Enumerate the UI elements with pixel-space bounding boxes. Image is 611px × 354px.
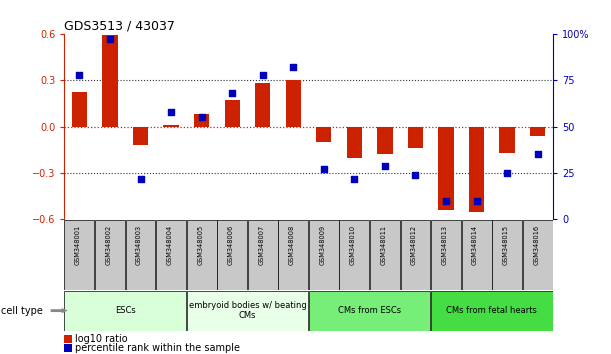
Bar [340,220,369,290]
Text: GSM348008: GSM348008 [289,225,295,266]
Bar [316,127,332,142]
Text: ESCs: ESCs [115,306,136,315]
Bar [225,100,240,127]
Text: GSM348013: GSM348013 [442,225,448,265]
Bar [286,80,301,127]
Text: GSM348015: GSM348015 [503,225,509,265]
Bar [469,127,485,212]
Bar [431,291,553,331]
Point [136,176,145,181]
Bar [65,220,95,290]
Bar [523,220,553,290]
Point [319,166,329,172]
Bar [401,220,431,290]
Text: GSM348003: GSM348003 [136,225,142,265]
Bar [309,220,339,290]
Text: GSM348016: GSM348016 [533,225,540,265]
Text: GSM348002: GSM348002 [106,225,112,266]
Bar [370,220,400,290]
Bar [218,220,247,290]
Bar [156,220,186,290]
Point [75,72,84,78]
Text: GSM348010: GSM348010 [350,225,356,265]
Bar [492,220,522,290]
Text: percentile rank within the sample: percentile rank within the sample [75,343,240,353]
Point [441,198,451,204]
Bar [187,291,309,331]
Text: GSM348011: GSM348011 [381,225,387,265]
Bar [95,220,125,290]
Bar [378,127,393,154]
Point [349,176,359,181]
Bar [126,220,156,290]
Point [166,109,176,115]
Text: GSM348007: GSM348007 [258,225,265,266]
Point [533,152,543,157]
Bar [462,220,492,290]
Point [258,72,268,78]
Point [411,172,420,178]
Text: cell type: cell type [1,306,43,316]
Point [472,198,481,204]
Text: GSM348006: GSM348006 [228,225,234,266]
Text: GSM348001: GSM348001 [75,225,81,265]
Point [380,163,390,169]
Text: GSM348014: GSM348014 [472,225,478,265]
Text: GDS3513 / 43037: GDS3513 / 43037 [64,19,175,33]
Text: CMs from ESCs: CMs from ESCs [338,306,401,315]
Text: GSM348005: GSM348005 [197,225,203,266]
Bar [164,125,179,127]
Point [227,90,237,96]
Bar [408,127,423,148]
Bar [309,291,431,331]
Bar [103,35,118,127]
Text: CMs from fetal hearts: CMs from fetal hearts [447,306,537,315]
Text: embryoid bodies w/ beating
CMs: embryoid bodies w/ beating CMs [189,301,306,320]
Bar [255,83,270,127]
Bar [530,127,546,136]
Bar [500,127,515,153]
Point [288,64,298,70]
Point [197,114,207,120]
Bar [431,220,461,290]
Text: GSM348009: GSM348009 [320,225,326,265]
Text: GSM348004: GSM348004 [167,225,173,266]
Bar [187,220,217,290]
Bar [248,220,278,290]
Text: log10 ratio: log10 ratio [75,334,128,344]
Bar [279,220,309,290]
Bar [194,114,209,127]
Bar [72,92,87,127]
Bar [347,127,362,158]
Bar [439,127,453,210]
Point [502,170,512,176]
Bar [133,127,148,145]
Text: GSM348012: GSM348012 [411,225,417,265]
Bar [65,291,186,331]
Point [105,36,115,42]
